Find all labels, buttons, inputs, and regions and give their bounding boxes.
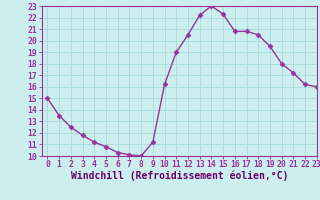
X-axis label: Windchill (Refroidissement éolien,°C): Windchill (Refroidissement éolien,°C) [70, 171, 288, 181]
